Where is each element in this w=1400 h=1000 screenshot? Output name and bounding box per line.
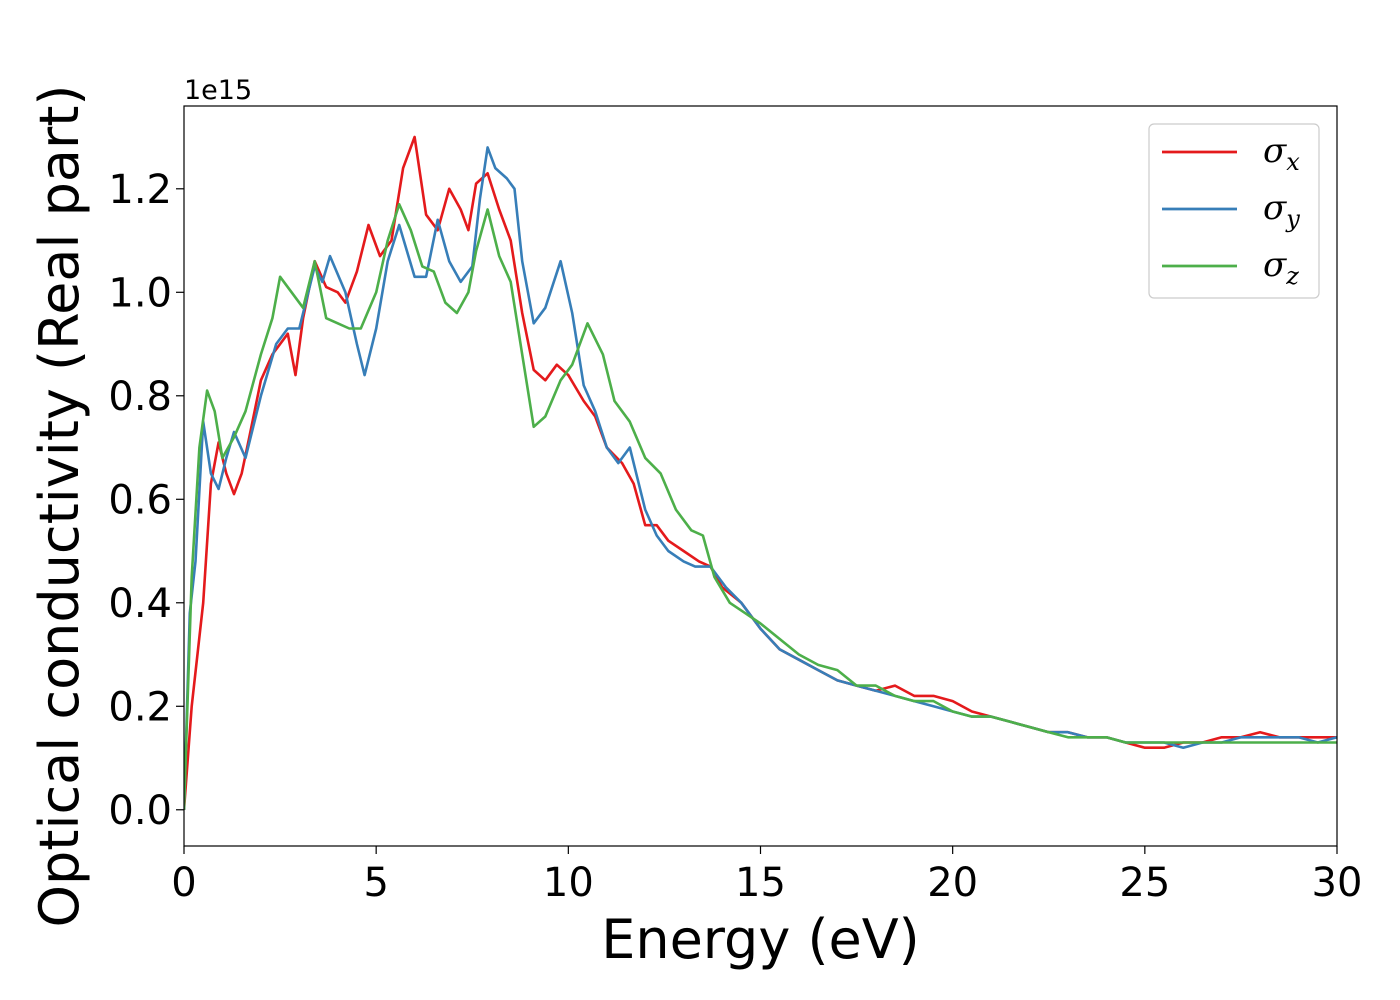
legend-label: σz [1263,245,1299,290]
x-tick-label: 20 [927,860,978,906]
legend-item-y: σy [1162,188,1300,233]
x-tick-label: 30 [1312,860,1363,906]
legend-label: σy [1263,188,1300,233]
y-tick-label: 1.0 [108,270,172,316]
y-tick-label: 0.6 [108,477,172,523]
y-axis-title: Optical conductivity (Real part) [28,85,91,928]
y-axis-ticks: 0.0 0.2 0.4 0.6 0.8 1.0 1.2 [108,167,184,834]
x-tick-label: 25 [1119,860,1170,906]
x-tick-label: 0 [171,860,196,906]
legend-label: σx [1263,131,1300,176]
y-axis-offset-label: 1e15 [184,75,252,106]
y-tick-label: 0.0 [108,788,172,834]
y-tick-label: 0.4 [108,581,172,627]
y-tick-label: 1.2 [108,167,172,213]
x-tick-label: 15 [735,860,786,906]
x-axis-ticks: 0 5 10 15 20 25 30 [171,846,1362,906]
y-tick-label: 0.2 [108,684,172,730]
legend: σx σy σz [1148,123,1320,299]
x-axis-title: Energy (eV) [601,908,920,971]
x-tick-label: 5 [363,860,388,906]
legend-item-z: σz [1162,245,1299,290]
y-tick-label: 0.8 [108,374,172,420]
series-layer [184,135,1337,810]
legend-box [1148,123,1320,299]
series-line-z [184,203,1337,810]
legend-item-x: σx [1162,131,1300,176]
x-tick-label: 10 [543,860,594,906]
